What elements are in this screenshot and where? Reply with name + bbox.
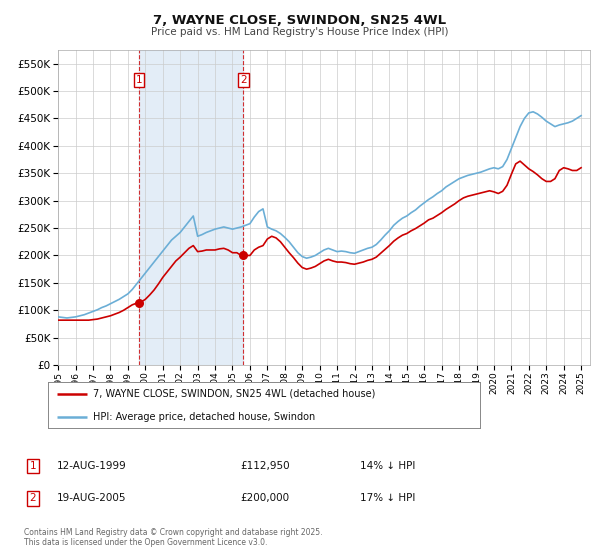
Text: Price paid vs. HM Land Registry's House Price Index (HPI): Price paid vs. HM Land Registry's House … — [151, 27, 449, 37]
Text: Contains HM Land Registry data © Crown copyright and database right 2025.
This d: Contains HM Land Registry data © Crown c… — [24, 528, 323, 547]
Text: 2: 2 — [240, 75, 247, 85]
Text: 14% ↓ HPI: 14% ↓ HPI — [360, 461, 415, 471]
Text: £112,950: £112,950 — [240, 461, 290, 471]
Text: 2: 2 — [29, 493, 37, 503]
Text: 1: 1 — [136, 75, 142, 85]
Point — [239, 251, 248, 260]
Text: 1: 1 — [29, 461, 37, 471]
Text: HPI: Average price, detached house, Swindon: HPI: Average price, detached house, Swin… — [94, 412, 316, 422]
Text: 7, WAYNE CLOSE, SWINDON, SN25 4WL: 7, WAYNE CLOSE, SWINDON, SN25 4WL — [154, 14, 446, 27]
Text: 19-AUG-2005: 19-AUG-2005 — [57, 493, 127, 503]
Bar — [139, 50, 244, 365]
Text: £200,000: £200,000 — [240, 493, 289, 503]
Text: 17% ↓ HPI: 17% ↓ HPI — [360, 493, 415, 503]
Text: 7, WAYNE CLOSE, SWINDON, SN25 4WL (detached house): 7, WAYNE CLOSE, SWINDON, SN25 4WL (detac… — [94, 389, 376, 399]
Text: 12-AUG-1999: 12-AUG-1999 — [57, 461, 127, 471]
Point — [134, 298, 143, 307]
